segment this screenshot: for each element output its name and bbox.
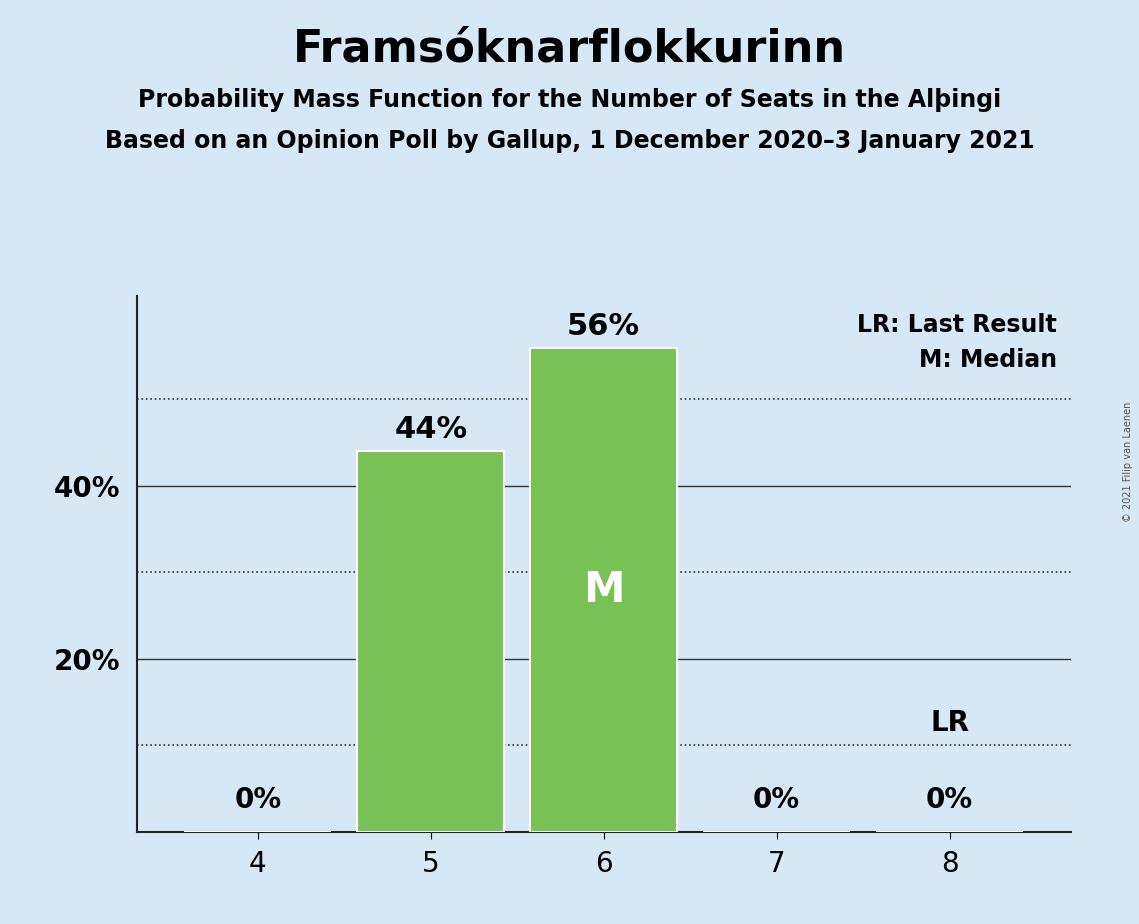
Text: Framsóknarflokkurinn: Framsóknarflokkurinn [293, 28, 846, 71]
Text: 0%: 0% [753, 786, 801, 814]
Text: M: M [583, 568, 624, 611]
Bar [530, 347, 678, 832]
Text: 0%: 0% [926, 786, 973, 814]
Text: LR: LR [931, 709, 969, 736]
Text: LR: Last Result
M: Median: LR: Last Result M: Median [857, 313, 1057, 372]
Text: 44%: 44% [394, 416, 467, 444]
Text: © 2021 Filip van Laenen: © 2021 Filip van Laenen [1123, 402, 1133, 522]
Text: Based on an Opinion Poll by Gallup, 1 December 2020–3 January 2021: Based on an Opinion Poll by Gallup, 1 De… [105, 129, 1034, 153]
Text: Probability Mass Function for the Number of Seats in the Alþingi: Probability Mass Function for the Number… [138, 88, 1001, 112]
Text: 0%: 0% [235, 786, 281, 814]
Bar [358, 451, 505, 832]
Text: 56%: 56% [567, 311, 640, 341]
